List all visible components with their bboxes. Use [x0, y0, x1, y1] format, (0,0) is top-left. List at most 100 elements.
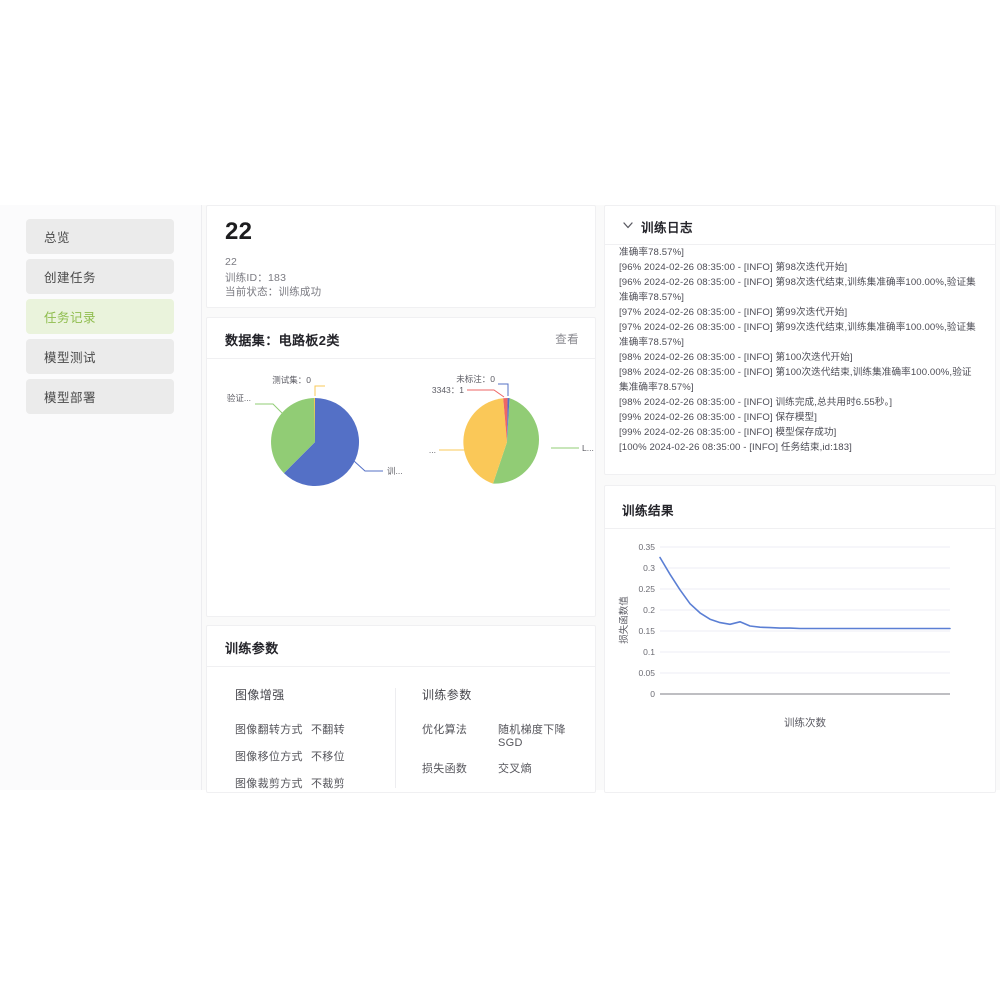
param-row: 图像移位方式 不移位: [235, 748, 345, 764]
pie-slice-unlabeled: [507, 398, 510, 442]
chart-x-axis-label: 训练次数: [784, 716, 826, 729]
training-params-header: 训练参数: [207, 626, 595, 667]
sidebar-item-label: 总览: [44, 231, 71, 245]
pie-leader-test: [314, 385, 325, 396]
pie-slice-validation: [271, 398, 315, 474]
pie-label-train: 训...: [387, 466, 403, 476]
param-row: 图像裁剪方式 不裁剪: [235, 775, 345, 791]
dataset-view-link[interactable]: 查看: [555, 334, 579, 346]
param-key: 图像翻转方式: [235, 724, 303, 736]
y-tick: 0.35: [638, 542, 655, 552]
sidebar-item-label: 创建任务: [44, 271, 97, 285]
log-line: [98% 2024-02-26 08:35:00 - [INFO] 训练完成,总…: [619, 397, 893, 408]
params-group-augmentation: 图像增强 图像翻转方式 不翻转 图像移位方式 不移位 图像裁剪方式 不裁剪: [235, 686, 345, 802]
param-value: 随机梯度下降SGD: [498, 724, 566, 749]
page-title: 22: [225, 218, 253, 245]
sidebar: 总览 创建任务 任务记录 模型测试 模型部署: [0, 205, 202, 790]
param-row: 图像翻转方式 不翻转: [235, 721, 345, 737]
params-group-training: 训练参数 优化算法 随机梯度下降SGD 损失函数 交叉熵: [422, 686, 584, 787]
param-value: 不移位: [311, 751, 345, 763]
params-group-title: 训练参数: [422, 688, 472, 702]
task-name-text: 22: [225, 256, 238, 268]
param-key: 图像裁剪方式: [235, 778, 303, 790]
pie-leader-unlabeled: [498, 383, 509, 396]
param-key: 损失函数: [422, 763, 468, 775]
y-tick: 0.25: [638, 584, 655, 594]
training-log-title: 训练日志: [641, 221, 694, 235]
pie-label-other: ...: [429, 445, 436, 455]
pie-slice-labeled: [493, 398, 540, 484]
log-line: [97% 2024-02-26 08:35:00 - [INFO] 第99次迭代…: [619, 307, 848, 318]
param-value: 不翻转: [311, 724, 345, 736]
log-line: [99% 2024-02-26 08:35:00 - [INFO] 模型保存成功…: [619, 427, 837, 438]
param-key: 优化算法: [422, 724, 468, 736]
dataset-pie-charts: 测试集：0 验证... 训...: [227, 374, 594, 486]
sidebar-item-label: 任务记录: [44, 311, 97, 325]
param-row: 损失函数 交叉熵: [422, 760, 584, 776]
loss-curve-chart: 0.35 0.3 0.25 0.2 0.15 0.1 0.05 0 损失函数值 …: [618, 542, 951, 729]
training-result-title: 训练结果: [622, 504, 675, 518]
pie-label-test: 测试集：0: [272, 375, 311, 385]
y-tick: 0.3: [643, 563, 655, 573]
param-value: 交叉熵: [498, 763, 532, 775]
content-area: 22 22 训练ID：183 当前状态：训练成功 数据集：电路板2类 查看: [202, 205, 1000, 793]
sidebar-item-overview[interactable]: 总览: [26, 219, 174, 254]
training-log-card: 训练日志 准确率78.57%] [96% 2024-02-26 08:35:00…: [604, 205, 996, 475]
dataset-card-header: 数据集：电路板2类 查看: [207, 318, 595, 359]
dataset-split-pie: 测试集：0 验证... 训...: [227, 375, 403, 486]
y-tick: 0.2: [643, 605, 655, 615]
log-line: [97% 2024-02-26 08:35:00 - [INFO] 第99次迭代…: [619, 322, 976, 348]
pie-slice-train: [283, 398, 360, 486]
sidebar-item-task-records[interactable]: 任务记录: [26, 299, 174, 334]
pie-label-validation: 验证...: [227, 393, 251, 403]
chart-y-ticks: 0.35 0.3 0.25 0.2 0.15 0.1 0.05 0: [638, 542, 655, 699]
training-log-body[interactable]: 准确率78.57%] [96% 2024-02-26 08:35:00 - [I…: [605, 244, 995, 474]
param-value: 不裁剪: [311, 778, 345, 790]
params-divider: [395, 688, 396, 788]
y-tick: 0.15: [638, 626, 655, 636]
training-params-card: 训练参数 图像增强 图像翻转方式 不翻转 图像移位方式 不移位 图像裁剪方式 不…: [206, 625, 596, 793]
log-line: [98% 2024-02-26 08:35:00 - [INFO] 第100次迭…: [619, 367, 972, 393]
annotation-pie: 未标注：0 3343：1 ... L...: [429, 374, 594, 484]
task-summary-card: 22 22 训练ID：183 当前状态：训练成功: [206, 205, 596, 308]
pie-leader-3343: [467, 389, 505, 398]
chart-y-axis-label: 损失函数值: [618, 596, 630, 644]
training-params-title: 训练参数: [225, 641, 279, 656]
training-result-card: 训练结果 0.35 0.3 0.25: [604, 485, 996, 793]
training-log-header[interactable]: 训练日志: [605, 206, 995, 245]
y-tick: 0.1: [643, 647, 655, 657]
sidebar-item-label: 模型部署: [44, 391, 97, 405]
pie-leader-validation: [255, 403, 284, 415]
pie-label-3343: 3343：1: [432, 385, 464, 395]
training-result-header: 训练结果: [605, 486, 995, 529]
log-line: [96% 2024-02-26 08:35:00 - [INFO] 第98次迭代…: [619, 277, 976, 303]
y-tick: 0: [650, 689, 655, 699]
param-key: 图像移位方式: [235, 751, 303, 763]
y-tick: 0.05: [638, 668, 655, 678]
task-id-text: 训练ID：183: [225, 272, 287, 284]
log-line: [98% 2024-02-26 08:35:00 - [INFO] 第100次迭…: [619, 352, 853, 363]
pie-leader-train: [353, 460, 383, 472]
pie-label-unlabeled: 未标注：0: [456, 374, 495, 384]
log-line: [99% 2024-02-26 08:35:00 - [INFO] 保存模型]: [619, 412, 817, 423]
sidebar-item-model-test[interactable]: 模型测试: [26, 339, 174, 374]
log-line: [100% 2024-02-26 08:35:00 - [INFO] 任务结束,…: [619, 442, 852, 453]
log-line: [96% 2024-02-26 08:35:00 - [INFO] 第98次迭代…: [619, 262, 848, 273]
pie-label-labeled: L...: [582, 443, 594, 453]
log-line: 准确率78.57%]: [619, 247, 684, 258]
dataset-card: 数据集：电路板2类 查看 测试集：0 验证...: [206, 317, 596, 617]
dataset-title: 数据集：电路板2类: [225, 333, 340, 348]
sidebar-item-create-task[interactable]: 创建任务: [26, 259, 174, 294]
params-group-title: 图像增强: [235, 688, 285, 702]
pie-slice-test: [314, 398, 315, 442]
loss-curve-line: [659, 556, 951, 630]
param-row: 优化算法 随机梯度下降SGD: [422, 721, 584, 749]
pie-slice-3343: [503, 397, 508, 442]
sidebar-item-model-deploy[interactable]: 模型部署: [26, 379, 174, 414]
task-status-text: 当前状态：训练成功: [225, 286, 322, 298]
chevron-down-icon[interactable]: [622, 219, 634, 231]
sidebar-item-label: 模型测试: [44, 351, 97, 365]
pie-slice-other: [463, 398, 507, 484]
chart-gridlines: [660, 546, 950, 674]
